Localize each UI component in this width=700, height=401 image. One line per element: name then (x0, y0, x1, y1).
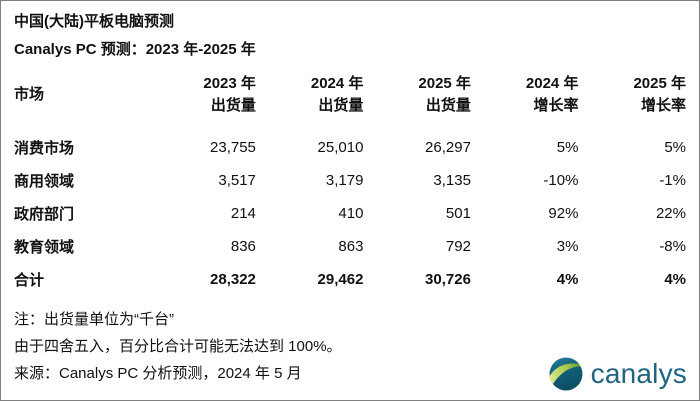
cell-growth-2025: 5% (664, 139, 686, 156)
row-label: 合计 (14, 272, 45, 289)
report-subtitle: Canalys PC 预测：2023 年-2025 年 (14, 41, 256, 58)
table-row-commercial: 商用领域 3,517 3,179 3,135 -10% -1% (14, 164, 686, 197)
column-header-line2: 增长率 (533, 97, 579, 114)
cell-growth-2024: 4% (556, 271, 579, 288)
row-label: 教育领域 (14, 239, 75, 256)
column-header-line2: 出货量 (425, 97, 471, 114)
column-header-2025-growth: 2025 年 增长率 (578, 73, 686, 131)
footnotes: 注：出货量单位为“千台” 由于四舍五入，百分比合计可能无法达到 100%。 来源… (14, 306, 686, 387)
row-label: 政府部门 (14, 206, 75, 223)
cell-shipments-2023: 214 (230, 205, 256, 222)
footnote-rounding: 由于四舍五入，百分比合计可能无法达到 100%。 (14, 338, 342, 355)
cell-shipments-2023: 836 (230, 238, 256, 255)
row-label: 商用领域 (14, 173, 75, 190)
cell-growth-2025: 4% (664, 271, 686, 288)
footnote-unit: 注：出货量单位为“千台” (14, 311, 174, 328)
cell-growth-2024: 3% (556, 238, 579, 255)
table-row-total: 合计 28,322 29,462 30,726 4% 4% (14, 263, 686, 296)
table-row-education: 教育领域 836 863 792 3% -8% (14, 230, 686, 263)
canalys-logo: canalys (549, 357, 687, 391)
footnote-source: 来源：Canalys PC 分析预测，2024 年 5 月 (14, 365, 302, 382)
column-header-market: 市场 (14, 86, 45, 103)
cell-shipments-2023: 3,517 (218, 172, 256, 189)
cell-shipments-2023: 23,755 (210, 139, 256, 156)
cell-shipments-2023: 28,322 (210, 271, 256, 288)
table-row-government: 政府部门 214 410 501 92% 22% (14, 197, 686, 230)
column-header-line2: 出货量 (318, 97, 364, 114)
cell-shipments-2024: 863 (338, 238, 364, 255)
cell-growth-2024: -10% (543, 172, 579, 189)
column-header-line2: 出货量 (210, 97, 256, 114)
canalys-sphere-icon (549, 357, 583, 391)
cell-growth-2024: 92% (548, 205, 579, 222)
row-label: 消费市场 (14, 140, 75, 157)
column-header-line1: 2024 年 (525, 75, 579, 92)
cell-shipments-2024: 3,179 (325, 172, 364, 189)
column-header-2024-growth: 2024 年 增长率 (471, 73, 579, 131)
report-title: 中国(大陆)平板电脑预测 (14, 13, 174, 30)
column-header-line1: 2025 年 (633, 75, 686, 92)
column-header-line1: 2023 年 (203, 75, 256, 92)
table-row-consumer: 消费市场 23,755 25,010 26,297 5% 5% (14, 131, 686, 164)
forecast-table: 市场 2023 年 出货量 2024 年 出货量 2025 年 出货量 2024… (14, 73, 686, 296)
canalys-wordmark: canalys (590, 358, 687, 389)
cell-growth-2025: 22% (655, 205, 686, 222)
column-header-2025-shipments: 2025 年 出货量 (363, 73, 471, 131)
cell-shipments-2025: 26,297 (425, 139, 471, 156)
cell-growth-2025: -8% (659, 238, 686, 255)
cell-shipments-2024: 410 (338, 205, 364, 222)
cell-shipments-2025: 792 (445, 238, 471, 255)
column-header-line1: 2024 年 (310, 75, 364, 92)
cell-shipments-2025: 30,726 (425, 271, 471, 288)
cell-shipments-2024: 25,010 (317, 139, 364, 156)
cell-shipments-2024: 29,462 (317, 271, 364, 288)
column-header-line1: 2025 年 (418, 75, 471, 92)
cell-shipments-2025: 3,135 (433, 172, 471, 189)
column-header-2024-shipments: 2024 年 出货量 (256, 73, 364, 131)
column-header-2023-shipments: 2023 年 出货量 (148, 73, 256, 131)
cell-growth-2024: 5% (556, 139, 579, 156)
column-header-line2: 增长率 (640, 97, 686, 114)
cell-shipments-2025: 501 (445, 205, 471, 222)
header-row: 市场 2023 年 出货量 2024 年 出货量 2025 年 出货量 2024… (14, 73, 686, 131)
cell-growth-2025: -1% (659, 172, 686, 189)
